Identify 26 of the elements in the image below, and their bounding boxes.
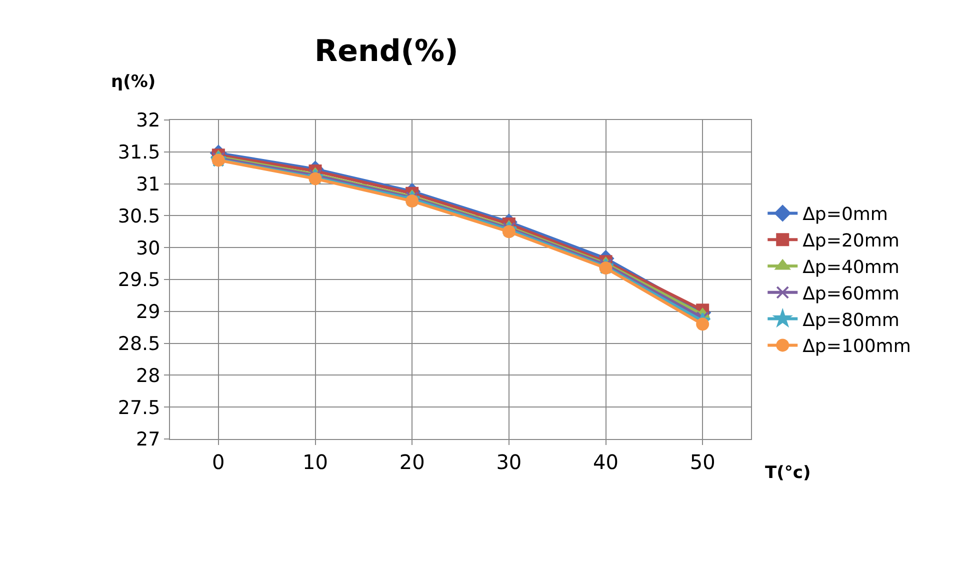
y-axis-title: η(%)	[111, 72, 156, 92]
x-tick-label: 50	[690, 450, 716, 474]
y-tick-label: 32	[136, 110, 160, 132]
x-tick-label: 40	[593, 450, 618, 474]
y-tick-label: 30.5	[118, 205, 160, 228]
legend-label: Δp=20mm	[802, 230, 900, 252]
x-tick-label: 10	[302, 450, 328, 474]
x-tick-label: 0	[212, 450, 225, 474]
y-tick-label: 27.5	[118, 396, 160, 419]
legend-label: Δp=40mm	[802, 257, 900, 278]
legend-label: Δp=60mm	[802, 283, 900, 304]
x-tick-label: 30	[496, 450, 522, 474]
y-tick-label: 31	[136, 173, 160, 196]
y-tick-label: 29	[136, 301, 160, 324]
chart-title: Rend(%)	[314, 34, 458, 70]
y-tick-label: 31.5	[118, 142, 160, 164]
legend-label: Δp=100mm	[802, 336, 911, 358]
y-tick-label: 27	[136, 428, 160, 451]
legend-label: Δp=0mm	[802, 204, 888, 226]
legend-label: Δp=80mm	[802, 310, 900, 331]
x-axis-title: T(°c)	[765, 463, 811, 483]
y-tick-label: 28.5	[118, 332, 160, 355]
y-tick-label: 29.5	[118, 269, 160, 292]
y-tick-label: 28	[136, 364, 160, 387]
y-tick-label: 30	[136, 237, 160, 260]
x-tick-label: 20	[399, 450, 425, 474]
